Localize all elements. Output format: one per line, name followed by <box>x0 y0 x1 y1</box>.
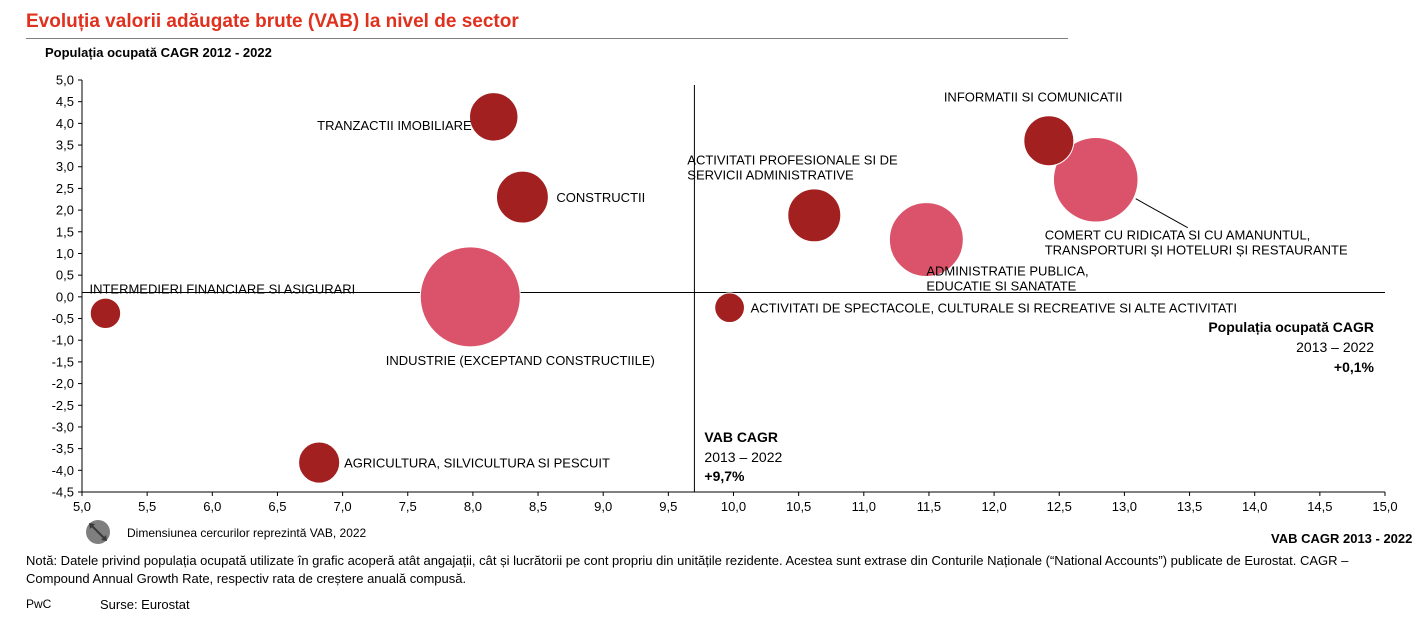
x-tick-label: 11,0 <box>852 499 876 514</box>
vab-ref-period: 2013 – 2022 <box>704 449 782 465</box>
footnote: Notă: Datele privind populația ocupată u… <box>26 553 1349 586</box>
x-tick-label: 13,5 <box>1177 499 1202 514</box>
y-tick-label: -2,0 <box>52 376 74 391</box>
bubble-label: COMERT CU RIDICATA SI CU AMANUNTUL, TRANS… <box>1045 228 1348 258</box>
reference-annotations: VAB CAGR 2013 – 2022 +9,7% Populația ocupat… <box>704 319 1374 484</box>
y-tick-label: -4,0 <box>52 463 74 478</box>
bubble-label: TRANZACTII IMOBILIARE <box>317 118 472 133</box>
x-tick-label: 8,0 <box>464 499 482 514</box>
y-tick-label: 4,5 <box>56 94 74 109</box>
bubble <box>495 170 549 224</box>
chart-axes: 5,0 4,5 4,0 3,5 3,0 2,5 2,0 1,5 1,0 0,5 0,0 -0,5 -1,… <box>52 73 1398 515</box>
bubble <box>1023 115 1075 167</box>
chart-bubbles <box>89 92 1139 484</box>
y-tick-label: -4,5 <box>52 485 74 500</box>
bubble-label: AGRICULTURA, SILVICULTURA SI PESCUIT <box>344 456 610 471</box>
x-tick-label: 7,5 <box>399 499 417 514</box>
vab-ref-title: VAB CAGR <box>704 429 778 445</box>
bubble <box>89 297 122 330</box>
leader-line <box>1135 198 1188 229</box>
bubble <box>419 246 521 348</box>
bubble-label: ACTIVITATI PROFESIONALE SI DE SERVICII AD… <box>687 152 898 182</box>
x-tick-label: 6,5 <box>268 499 286 514</box>
x-tick-label: 10,0 <box>721 499 746 514</box>
bubble-label: CONSTRUCTII <box>556 190 645 205</box>
x-tick-label: 5,5 <box>138 499 156 514</box>
y-tick-label: -1,0 <box>52 333 74 348</box>
y-tick-label: -2,5 <box>52 398 74 413</box>
y-tick-label: 1,0 <box>56 246 74 261</box>
bubble-label: INTERMEDIERI FINANCIARE SI ASIGURARI <box>89 281 355 296</box>
y-tick-label: -1,5 <box>52 354 74 369</box>
bubble-label: INFORMATII SI COMUNICATII <box>944 90 1123 105</box>
x-tick-label: 6,0 <box>203 499 221 514</box>
y-tick-label: 3,5 <box>56 138 74 153</box>
x-tick-label: 9,5 <box>659 499 677 514</box>
y-tick-label: 2,5 <box>56 181 74 196</box>
bubble <box>1052 136 1139 223</box>
population-ref-period: 2013 – 2022 <box>1296 339 1374 355</box>
y-tick-label: 2,0 <box>56 203 74 218</box>
x-tick-label: 12,5 <box>1047 499 1072 514</box>
x-axis-title: VAB CAGR 2013 - 2022 <box>1271 531 1413 546</box>
bubble <box>469 92 519 142</box>
x-tick-label: 15,0 <box>1372 499 1397 514</box>
bubble-label: ACTIVITATI DE SPECTACOLE, CULTURALE SI R… <box>751 301 1237 316</box>
x-tick-label: 9,0 <box>594 499 612 514</box>
population-ref-value: +0,1% <box>1334 359 1375 375</box>
title-divider <box>26 38 1068 39</box>
bubble-size-icon <box>86 520 110 544</box>
x-tick-label: 5,0 <box>73 499 91 514</box>
vab-ref-value: +9,7% <box>704 468 745 484</box>
bubble-size-note: Dimensiunea cercurilor reprezintă VAB, 2… <box>127 526 367 540</box>
x-tick-label: 14,0 <box>1242 499 1267 514</box>
y-tick-label: 5,0 <box>56 73 74 88</box>
x-tick-label: 12,0 <box>981 499 1006 514</box>
y-tick-label: 0,5 <box>56 268 74 283</box>
chart-labels: TRANZACTII IMOBILIARE CONSTRUCTII INTERMED… <box>89 90 1348 471</box>
population-ref-title: Populația ocupată CAGR <box>1208 319 1374 335</box>
bubble <box>888 202 964 278</box>
y-tick-label: 0,0 <box>56 289 74 304</box>
x-tick-label: 13,0 <box>1112 499 1137 514</box>
x-tick-label: 11,5 <box>917 499 941 514</box>
y-tick-label: 3,0 <box>56 159 74 174</box>
x-tick-label: 10,5 <box>786 499 811 514</box>
footer-source: Surse: Eurostat <box>100 597 190 612</box>
x-tick-label: 14,5 <box>1307 499 1332 514</box>
y-tick-label: -0,5 <box>52 311 74 326</box>
bubble-label: ADMINISTRATIE PUBLICA, EDUCATIE SI SANATA… <box>926 264 1088 294</box>
bubble <box>787 188 842 243</box>
bubble <box>714 292 745 324</box>
bubble-label: INDUSTRIE (EXCEPTAND CONSTRUCTIILE) <box>386 353 655 368</box>
x-tick-label: 7,0 <box>334 499 352 514</box>
bubble <box>298 441 341 484</box>
footer-brand: PwC <box>26 597 52 611</box>
y-axis-title: Populația ocupată CAGR 2012 - 2022 <box>45 45 272 60</box>
y-tick-label: -3,0 <box>52 419 74 434</box>
y-tick-label: 4,0 <box>56 116 74 131</box>
x-tick-label: 8,5 <box>529 499 547 514</box>
chart-title: Evoluția valorii adăugate brute (VAB) la… <box>26 11 519 32</box>
y-tick-label: -3,5 <box>52 441 74 456</box>
y-tick-label: 1,5 <box>56 224 74 239</box>
